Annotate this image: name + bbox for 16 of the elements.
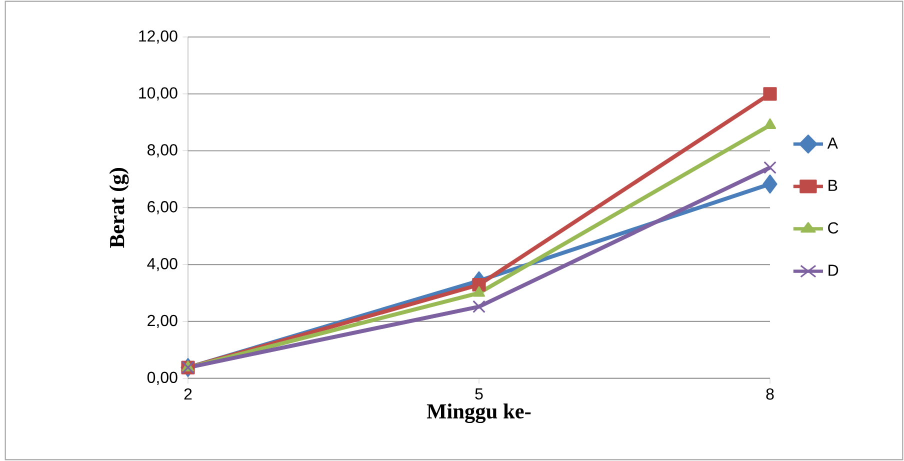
legend-label: A — [827, 138, 838, 149]
x-tick-label: 2 — [184, 388, 192, 400]
y-tick-label: 8,00 — [148, 144, 178, 158]
legend-label: C — [828, 222, 838, 234]
legend-label: D — [828, 264, 838, 276]
x-tick-label: 5 — [475, 388, 483, 400]
y-tick-label: 6,00 — [148, 201, 178, 214]
x-tick-label: 8 — [766, 388, 774, 400]
y-tick-label: 10,00 — [139, 87, 178, 100]
y-tick-label: 12,00 — [139, 30, 178, 44]
legend-label: B — [828, 180, 838, 191]
y-axis-title: Berat (g) — [109, 168, 129, 248]
y-tick-label: 2,00 — [148, 314, 178, 328]
y-tick-label: 0,00 — [147, 372, 178, 385]
x-axis-title: Minggu ke- — [426, 404, 531, 424]
y-tick-label: 4,00 — [147, 258, 178, 272]
